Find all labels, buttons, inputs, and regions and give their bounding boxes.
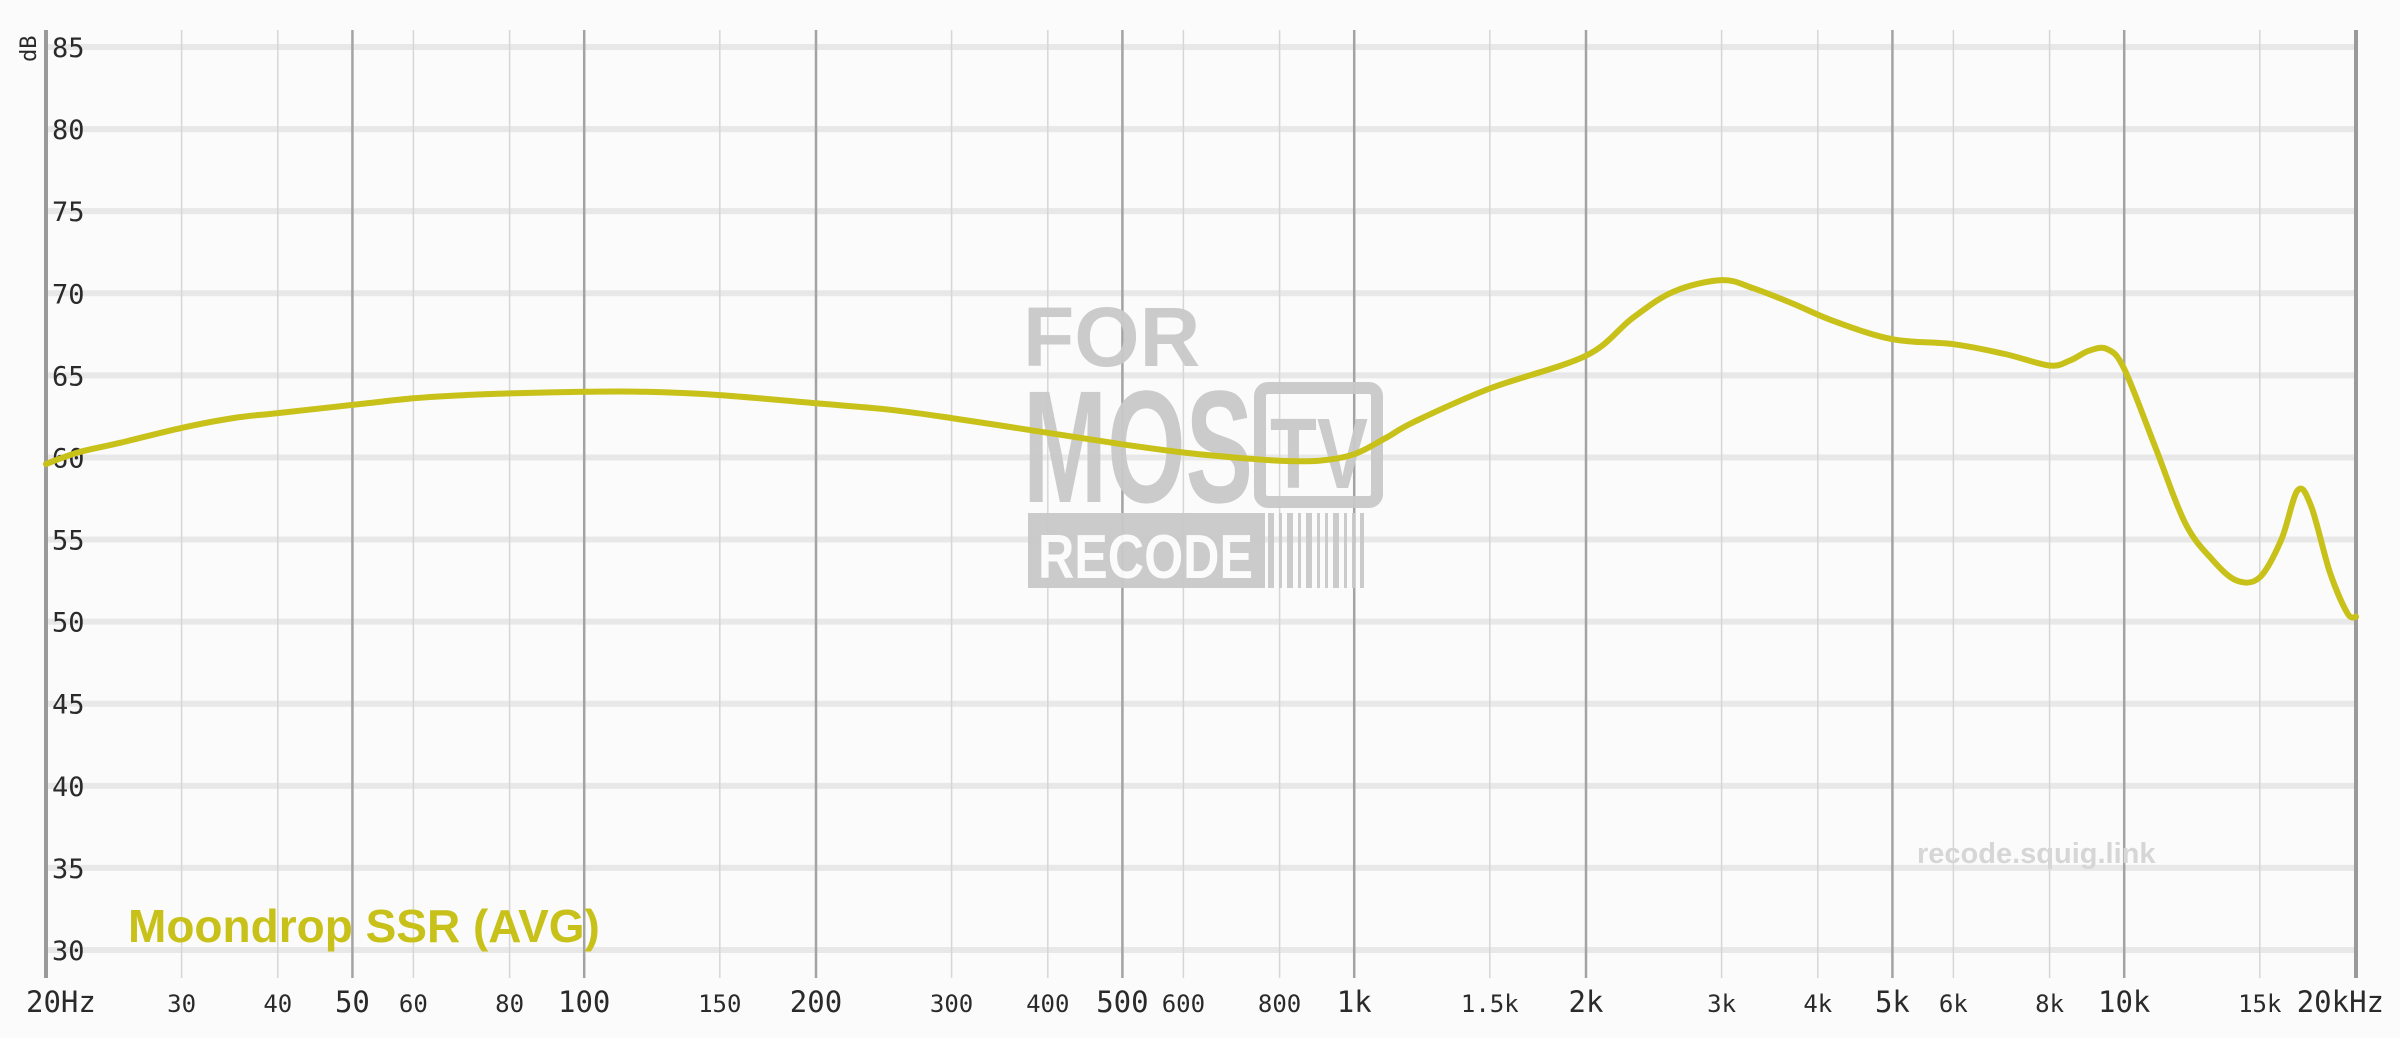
barcode-stripe	[1268, 513, 1274, 588]
y-tick-label: 55	[52, 526, 85, 557]
watermark-barcode	[1268, 513, 1364, 588]
x-tick-label: 80	[495, 990, 524, 1018]
formostv-recode-watermark: FOR MOS TV RECODE	[1023, 290, 1383, 592]
y-tick-label: 70	[52, 279, 85, 310]
y-tick-label: 85	[52, 33, 85, 64]
y-tick-label: 65	[52, 361, 85, 392]
barcode-stripe	[1352, 513, 1355, 588]
barcode-stripe	[1298, 513, 1301, 588]
legend-series-name: Moondrop SSR (AVG)	[128, 900, 600, 952]
x-tick-label: 5k	[1875, 985, 1910, 1019]
barcode-stripe	[1344, 513, 1347, 588]
series-layer	[43, 277, 2359, 621]
barcode-stripe	[1279, 513, 1282, 588]
grid	[44, 30, 2358, 978]
y-tick-label: 35	[52, 854, 85, 885]
x-tick-label: 600	[1162, 990, 1205, 1018]
x-tick-label: 2k	[1569, 985, 1604, 1019]
barcode-stripe	[1333, 513, 1339, 588]
y-tick-label: 45	[52, 690, 85, 721]
y-tick-label: 40	[52, 772, 85, 803]
barcode-stripe	[1325, 513, 1328, 588]
barcode-stripe	[1317, 513, 1320, 588]
x-tick-label: 400	[1026, 990, 1069, 1018]
x-tick-label: 40	[263, 990, 292, 1018]
x-tick-label: 100	[558, 985, 610, 1019]
y-tick-label: 50	[52, 608, 85, 639]
site-annotation: recode.squig.link	[1917, 838, 2156, 870]
y-tick-label: 75	[52, 197, 85, 228]
x-tick-label: 15k	[2238, 990, 2282, 1018]
barcode-stripe	[1360, 513, 1364, 588]
x-tick-label: 1k	[1337, 985, 1372, 1019]
watermark-recode-band	[1028, 513, 1265, 588]
x-tick-label: 8k	[2035, 990, 2064, 1018]
y-tick-label: 80	[52, 115, 85, 146]
x-tick-label: 3k	[1707, 990, 1736, 1018]
x-tick-label: 150	[698, 990, 741, 1018]
x-tick-label: 800	[1258, 990, 1301, 1018]
x-tick-label: 500	[1096, 985, 1148, 1019]
x-tick-label: 200	[790, 985, 842, 1019]
x-tick-label: 50	[335, 985, 370, 1019]
barcode-stripe	[1287, 513, 1293, 588]
x-tick-label: 1.5k	[1461, 990, 1519, 1018]
x-tick-label: 4k	[1803, 990, 1832, 1018]
x-tick-label: 10k	[2098, 985, 2151, 1019]
series-line	[43, 277, 2359, 621]
watermark-for: FOR	[1023, 290, 1200, 384]
x-tick-label: 300	[930, 990, 973, 1018]
x-tick-label: 6k	[1939, 990, 1968, 1018]
barcode-stripe	[1306, 513, 1312, 588]
x-tick-label: 20Hz	[26, 985, 96, 1019]
watermark-recode: RECODE	[1038, 523, 1253, 592]
y-axis-label: dB	[17, 36, 42, 63]
y-tick-label: 30	[52, 936, 85, 967]
x-tick-label: 60	[399, 990, 428, 1018]
x-tick-label: 30	[167, 990, 196, 1018]
x-tick-label: 20kHz	[2297, 985, 2384, 1019]
